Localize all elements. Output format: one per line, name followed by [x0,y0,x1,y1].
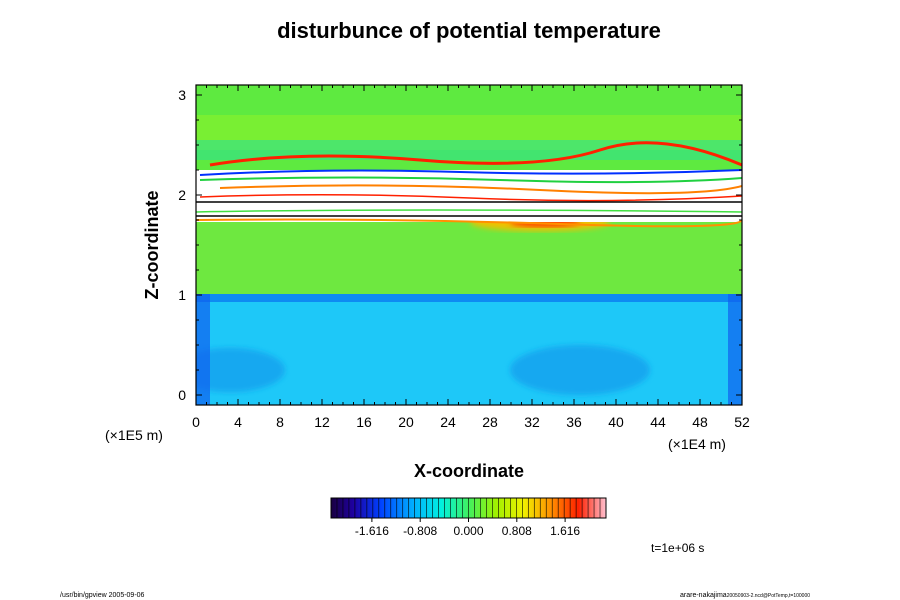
x-axis: 0 4 8 12 16 20 24 28 32 36 40 44 48 52 [192,85,750,430]
x-tick-label: 44 [650,414,666,430]
plot-area [196,85,742,405]
streak-green-2 [196,209,742,213]
x-tick-label: 52 [734,414,750,430]
y-tick-label: 3 [178,87,186,103]
y-tick-label: 1 [178,287,186,303]
colorbar-ticks: -1.616 -0.808 0.000 0.808 1.616 [336,498,601,538]
colorbar-tick-label: -1.616 [355,524,389,538]
x-tick-label: 4 [234,414,242,430]
streak-red [209,141,742,167]
chart-title: disturbunce of potential temperature [277,18,661,43]
y-tick-label: 0 [178,387,186,403]
eddy-left [196,348,285,392]
footer-right-detail: 20050903-2.ncd@PotTemp,t=100000 [727,593,811,599]
x-tick-label: 36 [566,414,582,430]
streak-orange [219,184,742,195]
streak-orange-2 [196,218,742,228]
x-tick-label: 28 [482,414,498,430]
wall-right [728,294,742,405]
colorbar-tick-label: 1.616 [550,524,580,538]
y-axis-title: Z-coordinate [142,190,162,299]
wall-left [196,294,210,405]
streak-blue [199,169,742,176]
layer-lower-cold-edge [196,292,742,302]
footer-right: arare-nakajima20050903-2.ncd@PotTemp,t=1… [680,592,810,599]
x-axis-title: X-coordinate [414,461,524,481]
time-label: t=1e+06 s [651,541,704,555]
y-axis: 0 1 2 3 [178,87,742,403]
x-tick-label: 48 [692,414,708,430]
colorbar-tick-label: -0.808 [403,524,437,538]
x-unit-label: (×1E4 m) [668,436,726,452]
x-tick-label: 40 [608,414,624,430]
x-tick-label: 32 [524,414,540,430]
x-tick-label: 0 [192,414,200,430]
y-unit-label: (×1E5 m) [105,427,163,443]
eddy-right [510,345,650,395]
colorbar-tick-label: 0.000 [453,524,483,538]
streak-red-2 [199,193,742,202]
footer-right-main: arare-nakajima [680,592,727,599]
x-tick-label: 8 [276,414,284,430]
streak-green [199,176,742,184]
x-tick-label: 24 [440,414,456,430]
x-tick-label: 16 [356,414,372,430]
layer-lower-cold [196,294,742,405]
x-tick-label: 12 [314,414,330,430]
x-tick-label: 20 [398,414,414,430]
colorbar-tick-label: 0.808 [502,524,532,538]
footer-left: /usr/bin/gpview 2005-09-06 [60,592,145,599]
y-tick-label: 2 [178,187,186,203]
layer-middle [196,220,742,294]
